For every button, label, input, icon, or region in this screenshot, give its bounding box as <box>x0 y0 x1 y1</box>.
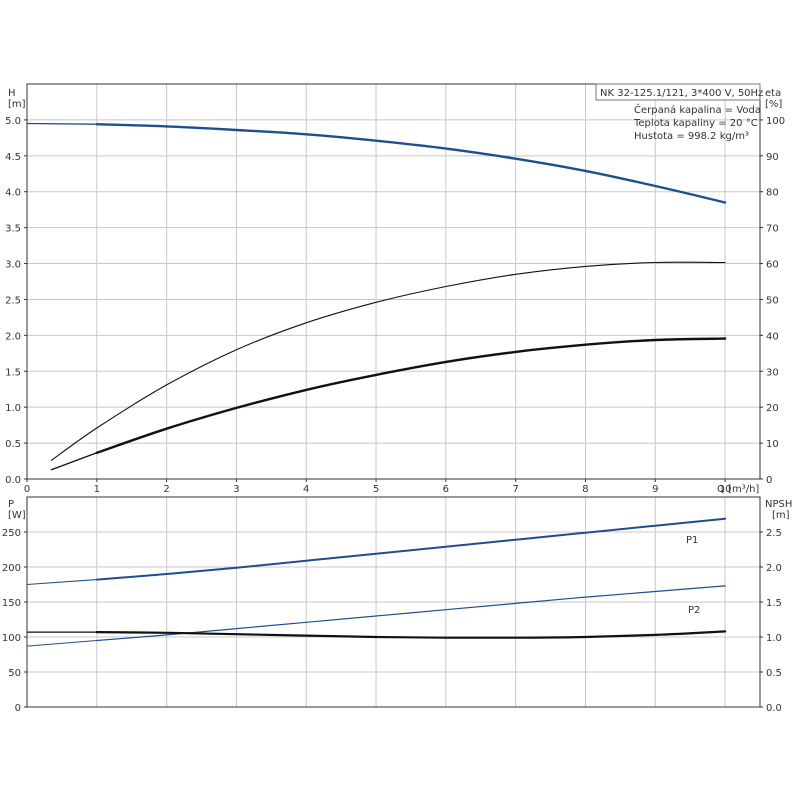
top-ytick-left-label: 2.0 <box>5 331 21 342</box>
top-left-axis-unit: [m] <box>8 99 26 110</box>
top-curve-eta-thick <box>95 337 727 454</box>
top-ytick-right-label: 80 <box>766 188 779 199</box>
top-ytick-left-label: 1.5 <box>5 367 21 378</box>
top-plot-frame <box>26 83 761 480</box>
info-line-fluid: Čerpaná kapalina = Voda <box>634 103 761 116</box>
bottom-plot-frame <box>26 496 761 708</box>
info-title: NK 32-125.1/121, 3*400 V, 50Hz <box>600 88 763 99</box>
bottom-ytick-right-label: 1.0 <box>766 633 782 644</box>
series-label-p1: P1 <box>686 535 698 546</box>
bottom-curve-NPSH <box>95 630 727 639</box>
bottom-ytick-right-label: 1.5 <box>766 598 782 609</box>
top-ytick-left-label: 4.0 <box>5 188 21 199</box>
top-ytick-right-label: 100 <box>766 116 785 127</box>
bottom-ytick-right-label: 0.0 <box>766 703 782 714</box>
top-ytick-right-label: 90 <box>766 152 779 163</box>
x-tick-label: 9 <box>652 484 658 495</box>
bottom-ytick-left-label: 150 <box>2 598 21 609</box>
top-curve-eta-thin <box>50 261 726 461</box>
x-tick-label: 7 <box>512 484 518 495</box>
top-ytick-left-label: 5.0 <box>5 116 21 127</box>
top-ytick-right-label: 0 <box>766 475 772 486</box>
bottom-curve-P1-extension <box>26 579 98 586</box>
top-ytick-right-label: 40 <box>766 331 779 342</box>
x-tick-label: 4 <box>303 484 309 495</box>
top-curve-H <box>95 123 727 204</box>
x-tick-label: 2 <box>163 484 169 495</box>
top-ytick-right-label: 70 <box>766 224 779 235</box>
top-curve-eta-thick-extension <box>50 452 98 471</box>
top-right-axis-unit: [%] <box>765 99 782 110</box>
top-ytick-right-label: 10 <box>766 439 779 450</box>
top-ytick-left-label: 2.5 <box>5 295 21 306</box>
bottom-curve-P2 <box>96 585 726 642</box>
bottom-curve-P2-extension <box>26 640 98 647</box>
top-ytick-left-label: 0.5 <box>5 439 21 450</box>
bottom-right-axis-title: NPSH <box>765 499 792 510</box>
bottom-ytick-left-label: 50 <box>8 668 21 679</box>
x-tick-label: 6 <box>443 484 449 495</box>
top-ytick-left-label: 4.5 <box>5 152 21 163</box>
top-ytick-left-label: 3.5 <box>5 224 21 235</box>
x-tick-label: 0 <box>24 484 30 495</box>
info-title-box <box>595 83 761 101</box>
top-ytick-right-label: 60 <box>766 260 779 271</box>
x-tick-label: 8 <box>582 484 588 495</box>
x-tick-label: 5 <box>373 484 379 495</box>
x-tick-label: 3 <box>233 484 239 495</box>
bottom-ytick-right-label: 0.5 <box>766 668 782 679</box>
bottom-right-axis-unit: [m] <box>772 510 790 521</box>
top-ytick-left-label: 3.0 <box>5 260 21 271</box>
x-axis-title: Q [m³/h] <box>717 484 759 495</box>
bottom-ytick-right-label: 2.5 <box>766 528 782 539</box>
info-line-density: Hustota = 998.2 kg/m³ <box>634 131 749 142</box>
top-ytick-right-label: 50 <box>766 295 779 306</box>
top-ytick-right-label: 30 <box>766 367 779 378</box>
info-box: NK 32-125.1/121, 3*400 V, 50Hz Čerpaná k… <box>595 83 763 142</box>
top-left-axis-title: H <box>8 88 16 99</box>
top-ytick-left-label: 0.0 <box>5 475 21 486</box>
top-ytick-left-label: 1.0 <box>5 403 21 414</box>
bottom-left-axis-title: P <box>8 499 14 510</box>
x-tick-label: 10 <box>719 484 732 495</box>
bottom-ytick-left-label: 0 <box>15 703 21 714</box>
bottom-curve-P1 <box>95 517 727 581</box>
top-curve-H-extension <box>26 122 98 125</box>
bottom-ytick-right-label: 2.0 <box>766 563 782 574</box>
x-tick-label: 1 <box>94 484 100 495</box>
bottom-ytick-left-label: 100 <box>2 633 21 644</box>
info-line-temperature: Teplota kapaliny = 20 °C <box>633 118 758 129</box>
bottom-ytick-left-label: 250 <box>2 528 21 539</box>
top-ytick-right-label: 20 <box>766 403 779 414</box>
series-label-p2: P2 <box>688 605 700 616</box>
top-right-axis-title: eta <box>765 88 781 99</box>
bottom-ytick-left-label: 200 <box>2 563 21 574</box>
bottom-left-axis-unit: [W] <box>8 510 26 521</box>
